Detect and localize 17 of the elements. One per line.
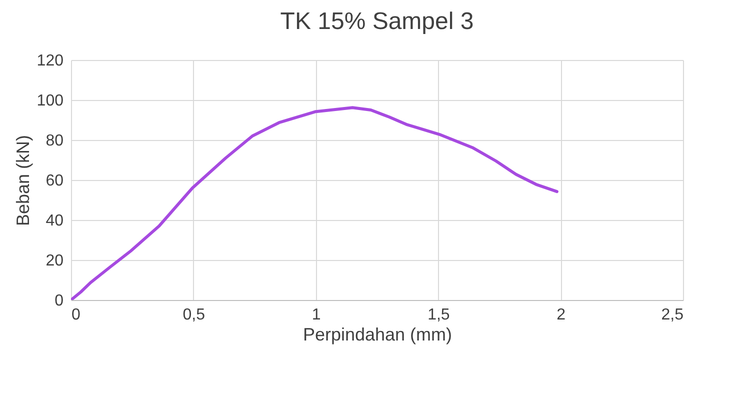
y-tick-label: 40 [46,212,64,230]
x-tick-label: 1,5 [428,306,450,324]
x-tick-label: 2 [556,306,566,324]
line-series [71,106,558,300]
y-tick-label: 100 [36,92,64,110]
y-axis-title: Beban (kN) [12,134,33,226]
x-axis-title: Perpindahan (mm) [302,324,452,344]
chart-title: TK 15% Sampel 3 [280,8,474,35]
y-tick-label: 20 [46,252,64,270]
x-tick-label: 0 [72,306,80,324]
x-tick-label: 0,5 [182,306,206,324]
x-tick-label: 2,5 [661,306,684,324]
y-tick-label: 0 [54,292,64,310]
y-tick-label: 60 [46,172,64,190]
y-tick-label: 120 [36,52,64,70]
y-tick-label: 80 [46,132,64,150]
x-tick-label: 1 [312,306,321,324]
